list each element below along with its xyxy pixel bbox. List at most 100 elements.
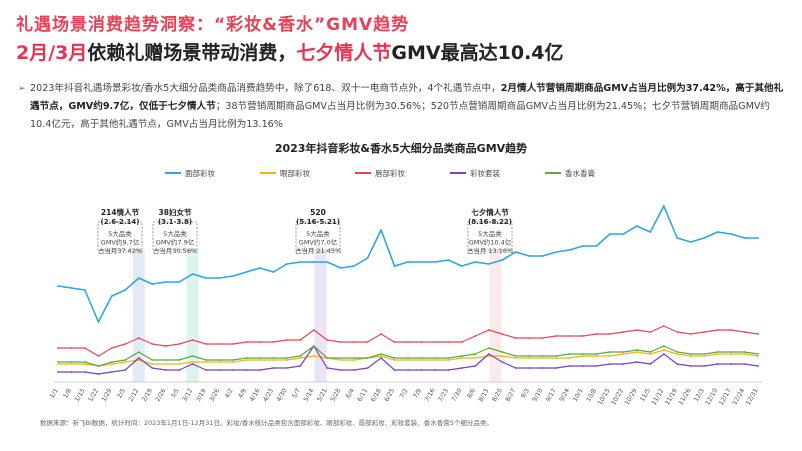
legend-label-4: 彩妆套装 <box>470 168 500 178</box>
series-2-point-22 <box>339 359 342 361</box>
series-2-point-11 <box>191 361 194 363</box>
series-5-point-1 <box>57 361 59 363</box>
series-3-point-19 <box>299 339 302 341</box>
series-4-point-39 <box>568 365 571 367</box>
series-3-point-33 <box>487 329 490 331</box>
series-1-point-29 <box>434 261 436 263</box>
series-1-point-13 <box>218 277 221 279</box>
annotation-label-4: 七夕情人节 <box>471 207 509 217</box>
series-2-point-51 <box>730 353 732 355</box>
series-3-point-17 <box>272 341 275 343</box>
series-4-point-49 <box>703 365 706 367</box>
series-2-point-36 <box>528 357 531 359</box>
series-1-point-19 <box>299 261 302 263</box>
series-2-point-1 <box>57 363 59 365</box>
series-3-point-51 <box>730 329 732 331</box>
series-4-point-29 <box>434 369 436 371</box>
series-2-point-53 <box>757 355 759 357</box>
x-tick-label-38: 9/17 <box>545 387 558 403</box>
x-tick-label-5: 1/29 <box>101 387 114 403</box>
series-3-point-30 <box>447 341 450 343</box>
series-5-point-50 <box>716 351 719 353</box>
series-4-point-14 <box>232 369 234 371</box>
series-5-point-49 <box>703 353 706 355</box>
x-tick-label-11: 3/12 <box>181 387 194 403</box>
series-5-point-14 <box>232 359 234 361</box>
series-1-point-44 <box>635 225 638 227</box>
series-4-point-19 <box>299 365 302 367</box>
series-5-point-15 <box>245 357 248 359</box>
series-3-point-49 <box>703 331 706 333</box>
series-1-point-6 <box>124 289 127 291</box>
series-4-point-21 <box>326 367 329 369</box>
series-2-point-17 <box>272 359 275 361</box>
series-5-point-36 <box>528 355 531 357</box>
series-5-point-6 <box>124 359 127 361</box>
series-4-point-11 <box>191 363 194 365</box>
annotation-line-2-3: 占当月30.56% <box>153 246 197 255</box>
series-5-point-37 <box>541 355 544 357</box>
series-3-point-4 <box>97 355 100 357</box>
series-3-point-10 <box>178 343 181 345</box>
legend-label-3: 唇部彩妆 <box>375 168 405 178</box>
series-1-point-23 <box>353 265 356 267</box>
series-4-point-9 <box>164 369 167 371</box>
series-4-point-50 <box>716 363 719 365</box>
series-5-point-42 <box>609 351 611 353</box>
legend-label-5: 香水香膏 <box>565 168 595 178</box>
series-4-point-10 <box>178 369 181 371</box>
series-4-point-36 <box>528 367 531 369</box>
series-3-point-1 <box>57 347 59 349</box>
series-5-point-18 <box>285 357 288 359</box>
series-5-point-2 <box>70 361 73 363</box>
series-5-point-41 <box>595 353 598 355</box>
x-tick-label-8: 2/19 <box>141 387 154 403</box>
series-2-point-42 <box>609 355 611 357</box>
series-1-point-2 <box>70 287 73 289</box>
series-5-point-9 <box>164 359 167 361</box>
x-tick-label-27: 7/2 <box>399 387 410 399</box>
series-3-point-18 <box>285 339 288 341</box>
series-3-point-38 <box>555 335 557 337</box>
series-5-point-24 <box>366 357 369 359</box>
series-1-point-3 <box>84 289 86 291</box>
series-1-point-15 <box>245 271 248 273</box>
series-3-point-6 <box>124 343 127 345</box>
series-line-3 <box>58 325 759 357</box>
series-5-point-8 <box>151 359 154 361</box>
series-1-point-20 <box>312 261 315 263</box>
series-4-point-37 <box>541 367 544 369</box>
series-2-point-38 <box>555 357 557 359</box>
series-4-point-43 <box>622 363 625 365</box>
annotation-label-3: 520 <box>310 208 326 217</box>
series-1-point-27 <box>407 261 409 263</box>
series-3-point-12 <box>205 343 208 345</box>
series-4-point-42 <box>609 363 611 365</box>
series-4-point-27 <box>407 369 409 371</box>
series-4-point-2 <box>70 371 73 373</box>
x-tick-label-2: 1/8 <box>62 387 73 399</box>
series-1-point-33 <box>487 263 490 265</box>
series-5-point-30 <box>447 357 450 359</box>
x-tick-label-10: 3/5 <box>170 387 181 399</box>
series-5-point-53 <box>757 353 759 355</box>
series-1-point-32 <box>474 261 477 263</box>
series-3-point-22 <box>339 341 342 343</box>
series-5-point-33 <box>487 347 490 349</box>
series-1-point-22 <box>339 267 342 269</box>
series-4-point-47 <box>676 363 679 365</box>
series-5-point-27 <box>407 357 409 359</box>
series-5-point-38 <box>555 355 557 357</box>
series-1-point-45 <box>649 231 652 233</box>
highlight-band-4 <box>489 250 502 382</box>
x-tick-label-25: 6/18 <box>370 387 383 403</box>
series-1-point-53 <box>757 237 759 239</box>
series-2-point-2 <box>70 363 73 365</box>
series-1-point-9 <box>164 281 167 283</box>
x-tick-label-29: 7/16 <box>424 387 437 403</box>
x-tick-label-28: 7/9 <box>412 387 423 399</box>
x-tick-label-23: 6/4 <box>345 387 356 399</box>
series-2-point-19 <box>299 357 302 359</box>
series-1-point-21 <box>326 261 329 263</box>
series-3-point-24 <box>366 341 369 343</box>
